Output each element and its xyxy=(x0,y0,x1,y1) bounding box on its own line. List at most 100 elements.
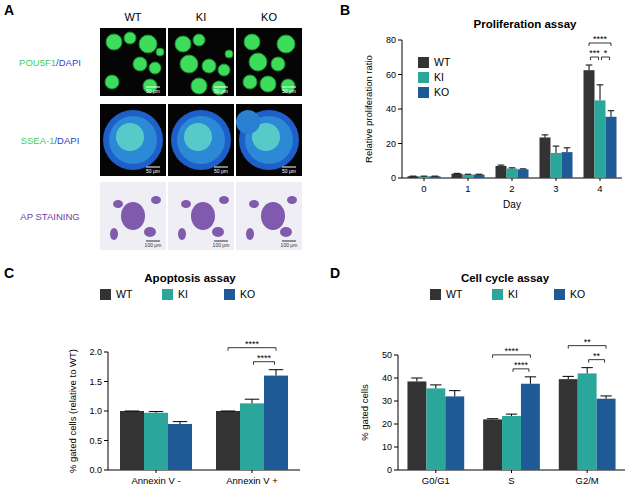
y-tick-label: 20 xyxy=(382,419,392,429)
y-tick-label: 0 xyxy=(391,173,396,183)
micrograph: 50 μm xyxy=(236,28,302,96)
y-tick xyxy=(398,74,402,75)
colony xyxy=(133,57,147,71)
stained-cell xyxy=(212,227,224,237)
significance-label: ** xyxy=(593,351,601,361)
panel-label: D xyxy=(330,265,340,281)
legend-label: KO xyxy=(570,288,585,300)
bar xyxy=(445,396,464,470)
error-cap xyxy=(410,176,417,177)
stained-cell xyxy=(219,196,229,204)
row-label: POU5F1/DAPI xyxy=(19,57,81,68)
scale-bar-label: 50 μm xyxy=(282,168,296,174)
stained-cell xyxy=(121,202,145,230)
bar xyxy=(507,169,518,178)
bar xyxy=(144,413,168,470)
stained-cell xyxy=(249,200,259,208)
y-tick xyxy=(394,470,398,471)
figure: AWTKIKOPOU5F1/DAPISSEA-1/DAPIAP STAINING… xyxy=(0,0,637,501)
legend-swatch xyxy=(492,289,503,300)
error-cap xyxy=(476,174,483,175)
bar xyxy=(452,174,463,178)
error-cap xyxy=(269,369,283,370)
x-tick-label: 3 xyxy=(553,183,558,194)
stained-cell xyxy=(246,228,254,240)
image-frame xyxy=(236,182,302,250)
y-tick xyxy=(104,470,108,471)
bar xyxy=(483,419,502,470)
y-tick xyxy=(398,178,402,179)
legend-label: KI xyxy=(178,288,188,300)
x-tick-label: G2/M xyxy=(576,475,599,486)
micrograph: 50 μm xyxy=(100,104,166,176)
x-tick xyxy=(424,178,425,181)
bar xyxy=(216,411,240,470)
column-header: WT xyxy=(124,11,141,23)
image-frame xyxy=(168,182,234,250)
x-tick xyxy=(468,178,469,181)
bar xyxy=(559,379,578,470)
y-tick xyxy=(104,381,108,382)
error-bar xyxy=(430,385,441,388)
legend-swatch xyxy=(418,72,429,83)
y-tick-label: 0 xyxy=(387,465,392,475)
error-bar xyxy=(245,399,259,403)
error-bar xyxy=(476,174,483,175)
stained-cell xyxy=(261,202,285,230)
y-tick-label: 80 xyxy=(386,35,396,45)
error-bar xyxy=(553,146,560,153)
colony xyxy=(175,36,191,52)
plot-area xyxy=(120,370,288,470)
error-bar xyxy=(506,414,517,416)
micrograph: 100 μm xyxy=(168,182,234,250)
error-bar xyxy=(520,168,527,170)
colony xyxy=(156,48,164,56)
bar xyxy=(240,403,264,470)
legend-swatch xyxy=(224,289,235,300)
bar xyxy=(496,166,507,178)
error-cap xyxy=(520,168,527,169)
colony xyxy=(271,57,285,71)
scale-bar-label: 50 μm xyxy=(214,88,228,94)
bar xyxy=(540,137,551,178)
sphere xyxy=(103,110,163,170)
x-tick xyxy=(556,178,557,181)
y-tick-label: 1.5 xyxy=(89,377,102,387)
micrograph: 50 μm xyxy=(236,104,302,176)
colony xyxy=(139,35,157,53)
error-cap xyxy=(421,176,428,177)
significance-label: *** xyxy=(589,48,600,58)
stained-cell xyxy=(144,227,156,237)
error-bar xyxy=(600,396,611,399)
legend-swatch xyxy=(418,87,429,98)
row-label: AP STAINING xyxy=(20,211,79,222)
bar xyxy=(407,381,426,470)
image-frame xyxy=(236,104,302,176)
stained-cell xyxy=(151,196,161,204)
scale-bar-label: 100 μm xyxy=(145,242,162,248)
sphere xyxy=(171,110,231,170)
scale-bar-label: 50 μm xyxy=(214,168,228,174)
colony xyxy=(225,50,233,58)
panel-a: AWTKIKOPOU5F1/DAPISSEA-1/DAPIAP STAINING… xyxy=(4,2,302,250)
error-cap xyxy=(563,376,574,377)
bar xyxy=(264,376,288,470)
bar xyxy=(408,176,419,178)
y-tick xyxy=(104,440,108,441)
scale-bar-label: 100 μm xyxy=(213,242,230,248)
y-tick-label: 0.0 xyxy=(89,465,102,475)
image-frame xyxy=(100,28,166,96)
significance-label: **** xyxy=(593,34,608,44)
error-stem xyxy=(252,399,253,403)
plot-area xyxy=(408,65,617,178)
stained-cell xyxy=(191,202,215,230)
error-cap xyxy=(608,110,615,111)
micrograph: 50 μm xyxy=(168,28,234,96)
error-stem xyxy=(276,370,277,376)
error-cap xyxy=(597,84,604,85)
colony xyxy=(193,34,205,46)
error-bar xyxy=(410,176,417,177)
error-cap xyxy=(581,367,592,368)
legend-swatch xyxy=(100,289,111,300)
chart-bar: DCell cycle assay01020304050% gated cell… xyxy=(330,265,625,486)
